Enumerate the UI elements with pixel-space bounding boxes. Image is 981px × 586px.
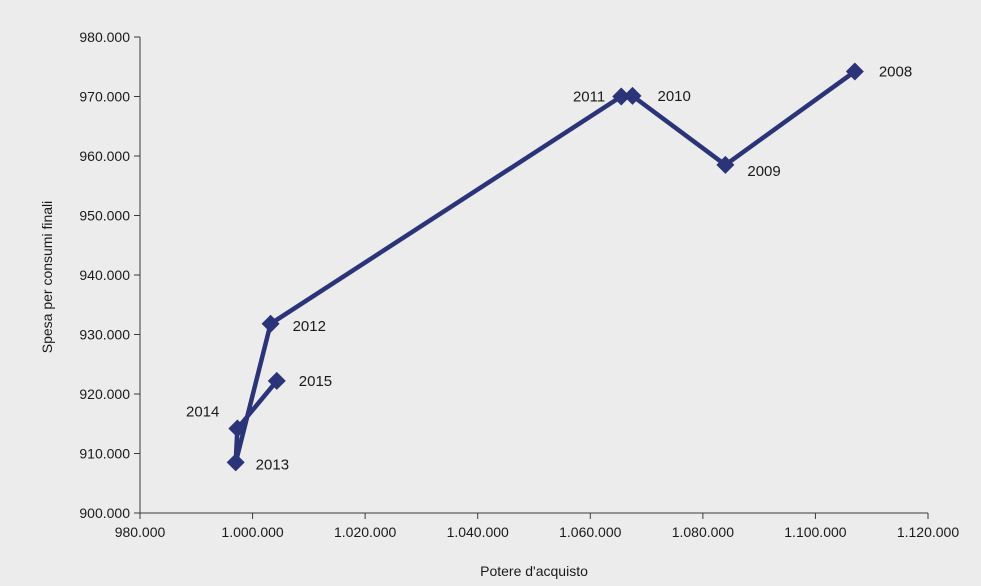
point-label: 2014 <box>186 404 219 421</box>
x-tick-label: 1.120.000 <box>897 524 959 540</box>
data-point-marker <box>623 86 642 105</box>
point-label: 2011 <box>573 89 605 106</box>
data-point-marker <box>228 419 247 438</box>
point-label: 2009 <box>747 163 780 180</box>
y-tick-label: 930.000 <box>79 327 130 343</box>
y-tick-label: 950.000 <box>79 208 130 224</box>
x-tick-label: 1.020.000 <box>334 524 396 540</box>
point-label: 2012 <box>293 318 326 335</box>
data-point-marker <box>267 371 286 390</box>
y-tick-label: 910.000 <box>79 446 130 462</box>
data-point-marker <box>261 314 280 333</box>
x-tick-label: 1.100.000 <box>784 524 846 540</box>
x-tick-label: 980.000 <box>115 524 166 540</box>
data-point-marker <box>716 155 735 174</box>
point-labels: 2008 2009 2010 2011 2012 2013 2014 2015 <box>186 64 912 474</box>
y-tick-label: 940.000 <box>79 267 130 283</box>
x-tick-label: 1.000.000 <box>221 524 283 540</box>
point-label: 2013 <box>256 456 289 473</box>
point-label: 2008 <box>879 64 912 81</box>
y-tick-label: 960.000 <box>79 148 130 164</box>
point-label: 2015 <box>299 373 332 390</box>
y-tick-label: 900.000 <box>79 505 130 521</box>
y-axis-title: Spesa per consumi finali <box>39 201 55 354</box>
y-tick-label: 970.000 <box>79 89 130 105</box>
y-tick-label: 920.000 <box>79 386 130 402</box>
data-point-marker <box>612 87 631 106</box>
x-axis-title: Potere d'acquisto <box>480 563 588 579</box>
data-series <box>226 62 864 472</box>
x-tick-label: 1.080.000 <box>672 524 734 540</box>
axes: 900.000 910.000 920.000 930.000 940.000 950.0… <box>79 29 959 540</box>
y-tick-label: 980.000 <box>79 29 130 45</box>
data-point-marker <box>226 453 245 472</box>
point-label: 2010 <box>658 88 691 105</box>
x-tick-label: 1.040.000 <box>447 524 509 540</box>
data-point-marker <box>845 62 864 81</box>
x-tick-label: 1.060.000 <box>559 524 621 540</box>
